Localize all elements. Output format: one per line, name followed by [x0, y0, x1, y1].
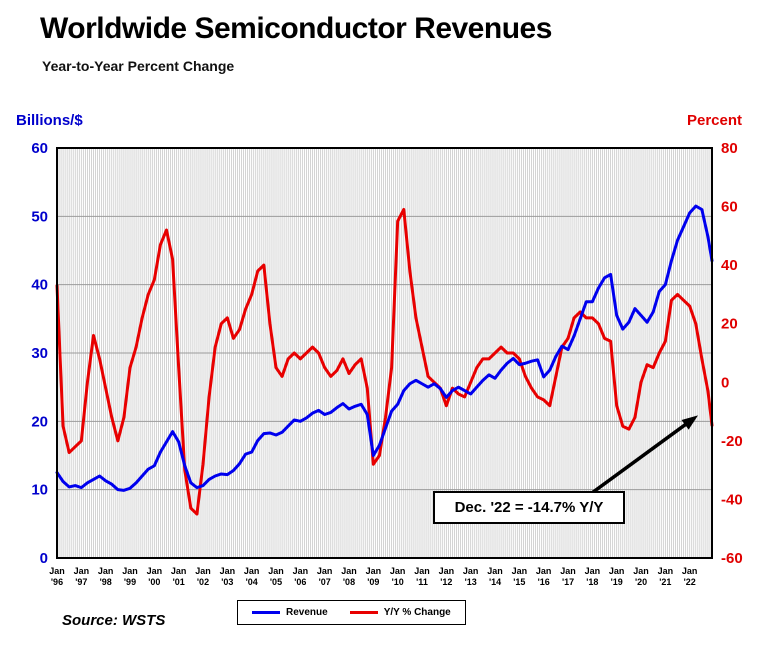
right-axis-tick: -20 [721, 433, 743, 450]
legend-item-revenue: Revenue [252, 607, 328, 618]
x-axis-tick-month: Jan [268, 566, 284, 576]
x-axis-tick-year: '16 [538, 577, 550, 587]
right-axis-tick: -40 [721, 491, 743, 508]
x-axis-tick-month: Jan [633, 566, 649, 576]
x-axis-tick-year: '22 [684, 577, 696, 587]
left-axis-tick: 50 [31, 208, 48, 225]
x-axis-tick-year: '08 [343, 577, 355, 587]
x-axis-tick-month: Jan [585, 566, 601, 576]
x-axis-tick-month: Jan [390, 566, 406, 576]
x-axis-tick-year: '20 [635, 577, 647, 587]
x-axis-tick-year: '00 [148, 577, 160, 587]
yoy-percent-line [55, 208, 714, 516]
annotation-callout: Dec. '22 = -14.7% Y/Y [433, 491, 625, 524]
x-axis-tick-year: '11 [416, 577, 428, 587]
right-axis-tick: 60 [721, 199, 738, 216]
x-axis-tick-year: '13 [465, 577, 477, 587]
left-axis-tick: 60 [31, 140, 48, 157]
annotation-arrowhead-icon [681, 415, 698, 430]
x-axis-tick-year: '12 [440, 577, 452, 587]
x-axis-tick-month: Jan [512, 566, 528, 576]
x-axis-tick-month: Jan [366, 566, 382, 576]
x-axis-tick-month: Jan [341, 566, 357, 576]
x-axis-tick-month: Jan [463, 566, 479, 576]
x-axis-tick-month: Jan [147, 566, 163, 576]
x-axis-tick-year: '98 [100, 577, 112, 587]
x-axis-tick-year: '10 [392, 577, 404, 587]
x-axis-tick-year: '18 [586, 577, 598, 587]
page-title: Worldwide Semiconductor Revenues [40, 12, 552, 45]
x-axis-tick-month: Jan [560, 566, 576, 576]
right-axis-tick: 80 [721, 140, 738, 157]
x-axis-tick-month: Jan [220, 566, 236, 576]
x-axis-tick-month: Jan [293, 566, 309, 576]
right-axis-tick: 0 [721, 374, 729, 391]
x-axis-tick-month: Jan [244, 566, 260, 576]
left-axis-tick: 10 [31, 482, 48, 499]
right-axis-caption: Percent [687, 112, 743, 129]
x-axis-tick-year: '01 [173, 577, 185, 587]
x-axis-tick-year: '97 [75, 577, 87, 587]
legend-label-revenue: Revenue [286, 607, 328, 618]
legend-label-yoy: Y/Y % Change [383, 607, 451, 618]
x-axis-tick-year: '99 [124, 577, 136, 587]
x-axis-tick-year: '05 [270, 577, 282, 587]
x-axis-tick-month: Jan [98, 566, 114, 576]
x-axis-tick-year: '02 [197, 577, 209, 587]
x-axis-tick-month: Jan [487, 566, 503, 576]
x-axis-tick-month: Jan [195, 566, 211, 576]
x-axis-tick-year: '19 [611, 577, 623, 587]
x-axis-tick-year: '14 [489, 577, 501, 587]
right-axis-tick: 20 [721, 316, 738, 333]
x-axis-tick-month: Jan [414, 566, 430, 576]
left-axis-tick: 20 [31, 413, 48, 430]
x-axis-tick-year: '21 [659, 577, 671, 587]
left-axis-tick: 0 [40, 550, 48, 567]
x-axis-tick-year: '15 [513, 577, 525, 587]
x-axis-tick-year: '03 [221, 577, 233, 587]
x-axis-tick-year: '04 [246, 577, 258, 587]
x-axis-tick-month: Jan [49, 566, 65, 576]
left-axis-tick: 30 [31, 345, 48, 362]
x-axis-tick-month: Jan [74, 566, 90, 576]
x-axis-tick-month: Jan [609, 566, 625, 576]
right-axis-tick: 40 [721, 257, 738, 274]
x-axis-tick-month: Jan [536, 566, 552, 576]
x-axis-tick-month: Jan [658, 566, 674, 576]
page-subtitle: Year-to-Year Percent Change [42, 58, 235, 74]
x-axis-tick-month: Jan [122, 566, 138, 576]
x-axis-tick-year: '09 [367, 577, 379, 587]
x-axis-tick-month: Jan [317, 566, 333, 576]
x-axis-tick-month: Jan [171, 566, 187, 576]
gridlines [56, 147, 713, 559]
yoy-line-sample-icon [349, 611, 378, 614]
x-axis-tick-month: Jan [439, 566, 455, 576]
legend-item-yoy: Y/Y % Change [349, 607, 451, 618]
left-axis-tick: 40 [31, 277, 48, 294]
x-axis-tick-year: '07 [319, 577, 331, 587]
x-axis-tick-year: '96 [51, 577, 63, 587]
chart-legend: Revenue Y/Y % Change [237, 600, 466, 625]
left-axis-caption: Billions/$ [16, 112, 83, 129]
revenue-line-sample-icon [252, 611, 280, 614]
x-axis-tick-month: Jan [682, 566, 698, 576]
annotation-arrow-line [583, 418, 693, 500]
x-axis-tick-year: '17 [562, 577, 574, 587]
plot-border [56, 147, 713, 559]
source-note: Source: WSTS [62, 612, 166, 629]
x-axis-tick-year: '06 [294, 577, 306, 587]
revenue-line [55, 204, 714, 492]
right-axis-tick: -60 [721, 550, 743, 567]
